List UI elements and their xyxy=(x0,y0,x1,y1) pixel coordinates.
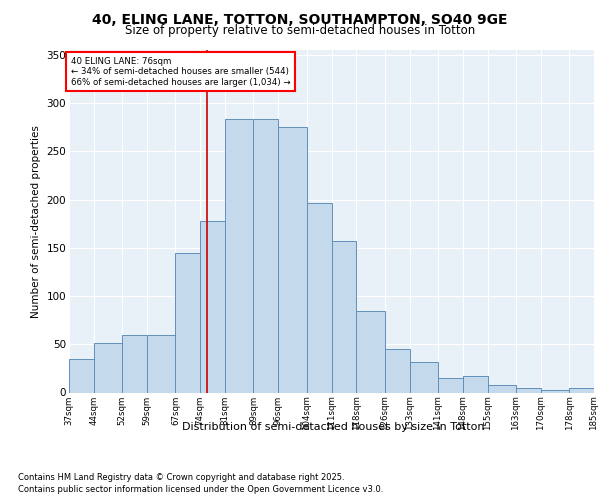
Bar xyxy=(410,362,438,392)
Text: Contains public sector information licensed under the Open Government Licence v3: Contains public sector information licen… xyxy=(18,485,383,494)
Bar xyxy=(541,390,569,392)
Bar xyxy=(438,378,463,392)
Bar xyxy=(516,388,541,392)
Bar xyxy=(69,358,94,392)
Bar xyxy=(225,118,253,392)
Text: Contains HM Land Registry data © Crown copyright and database right 2025.: Contains HM Land Registry data © Crown c… xyxy=(18,472,344,482)
Bar xyxy=(385,349,410,393)
Bar xyxy=(94,344,122,392)
Bar xyxy=(200,221,225,392)
Bar xyxy=(147,334,175,392)
Text: 40 ELING LANE: 76sqm
← 34% of semi-detached houses are smaller (544)
66% of semi: 40 ELING LANE: 76sqm ← 34% of semi-detac… xyxy=(71,57,290,86)
Bar xyxy=(463,376,488,392)
Text: Distribution of semi-detached houses by size in Totton: Distribution of semi-detached houses by … xyxy=(182,422,484,432)
Bar xyxy=(356,312,385,392)
Bar xyxy=(331,241,356,392)
Bar xyxy=(122,334,147,392)
Text: Size of property relative to semi-detached houses in Totton: Size of property relative to semi-detach… xyxy=(125,24,475,37)
Text: 40, ELING LANE, TOTTON, SOUTHAMPTON, SO40 9GE: 40, ELING LANE, TOTTON, SOUTHAMPTON, SO4… xyxy=(92,12,508,26)
Y-axis label: Number of semi-detached properties: Number of semi-detached properties xyxy=(31,125,41,318)
Bar xyxy=(307,204,331,392)
Bar xyxy=(278,127,307,392)
Bar xyxy=(569,388,594,392)
Bar xyxy=(488,385,516,392)
Bar xyxy=(253,118,278,392)
Bar xyxy=(175,252,200,392)
